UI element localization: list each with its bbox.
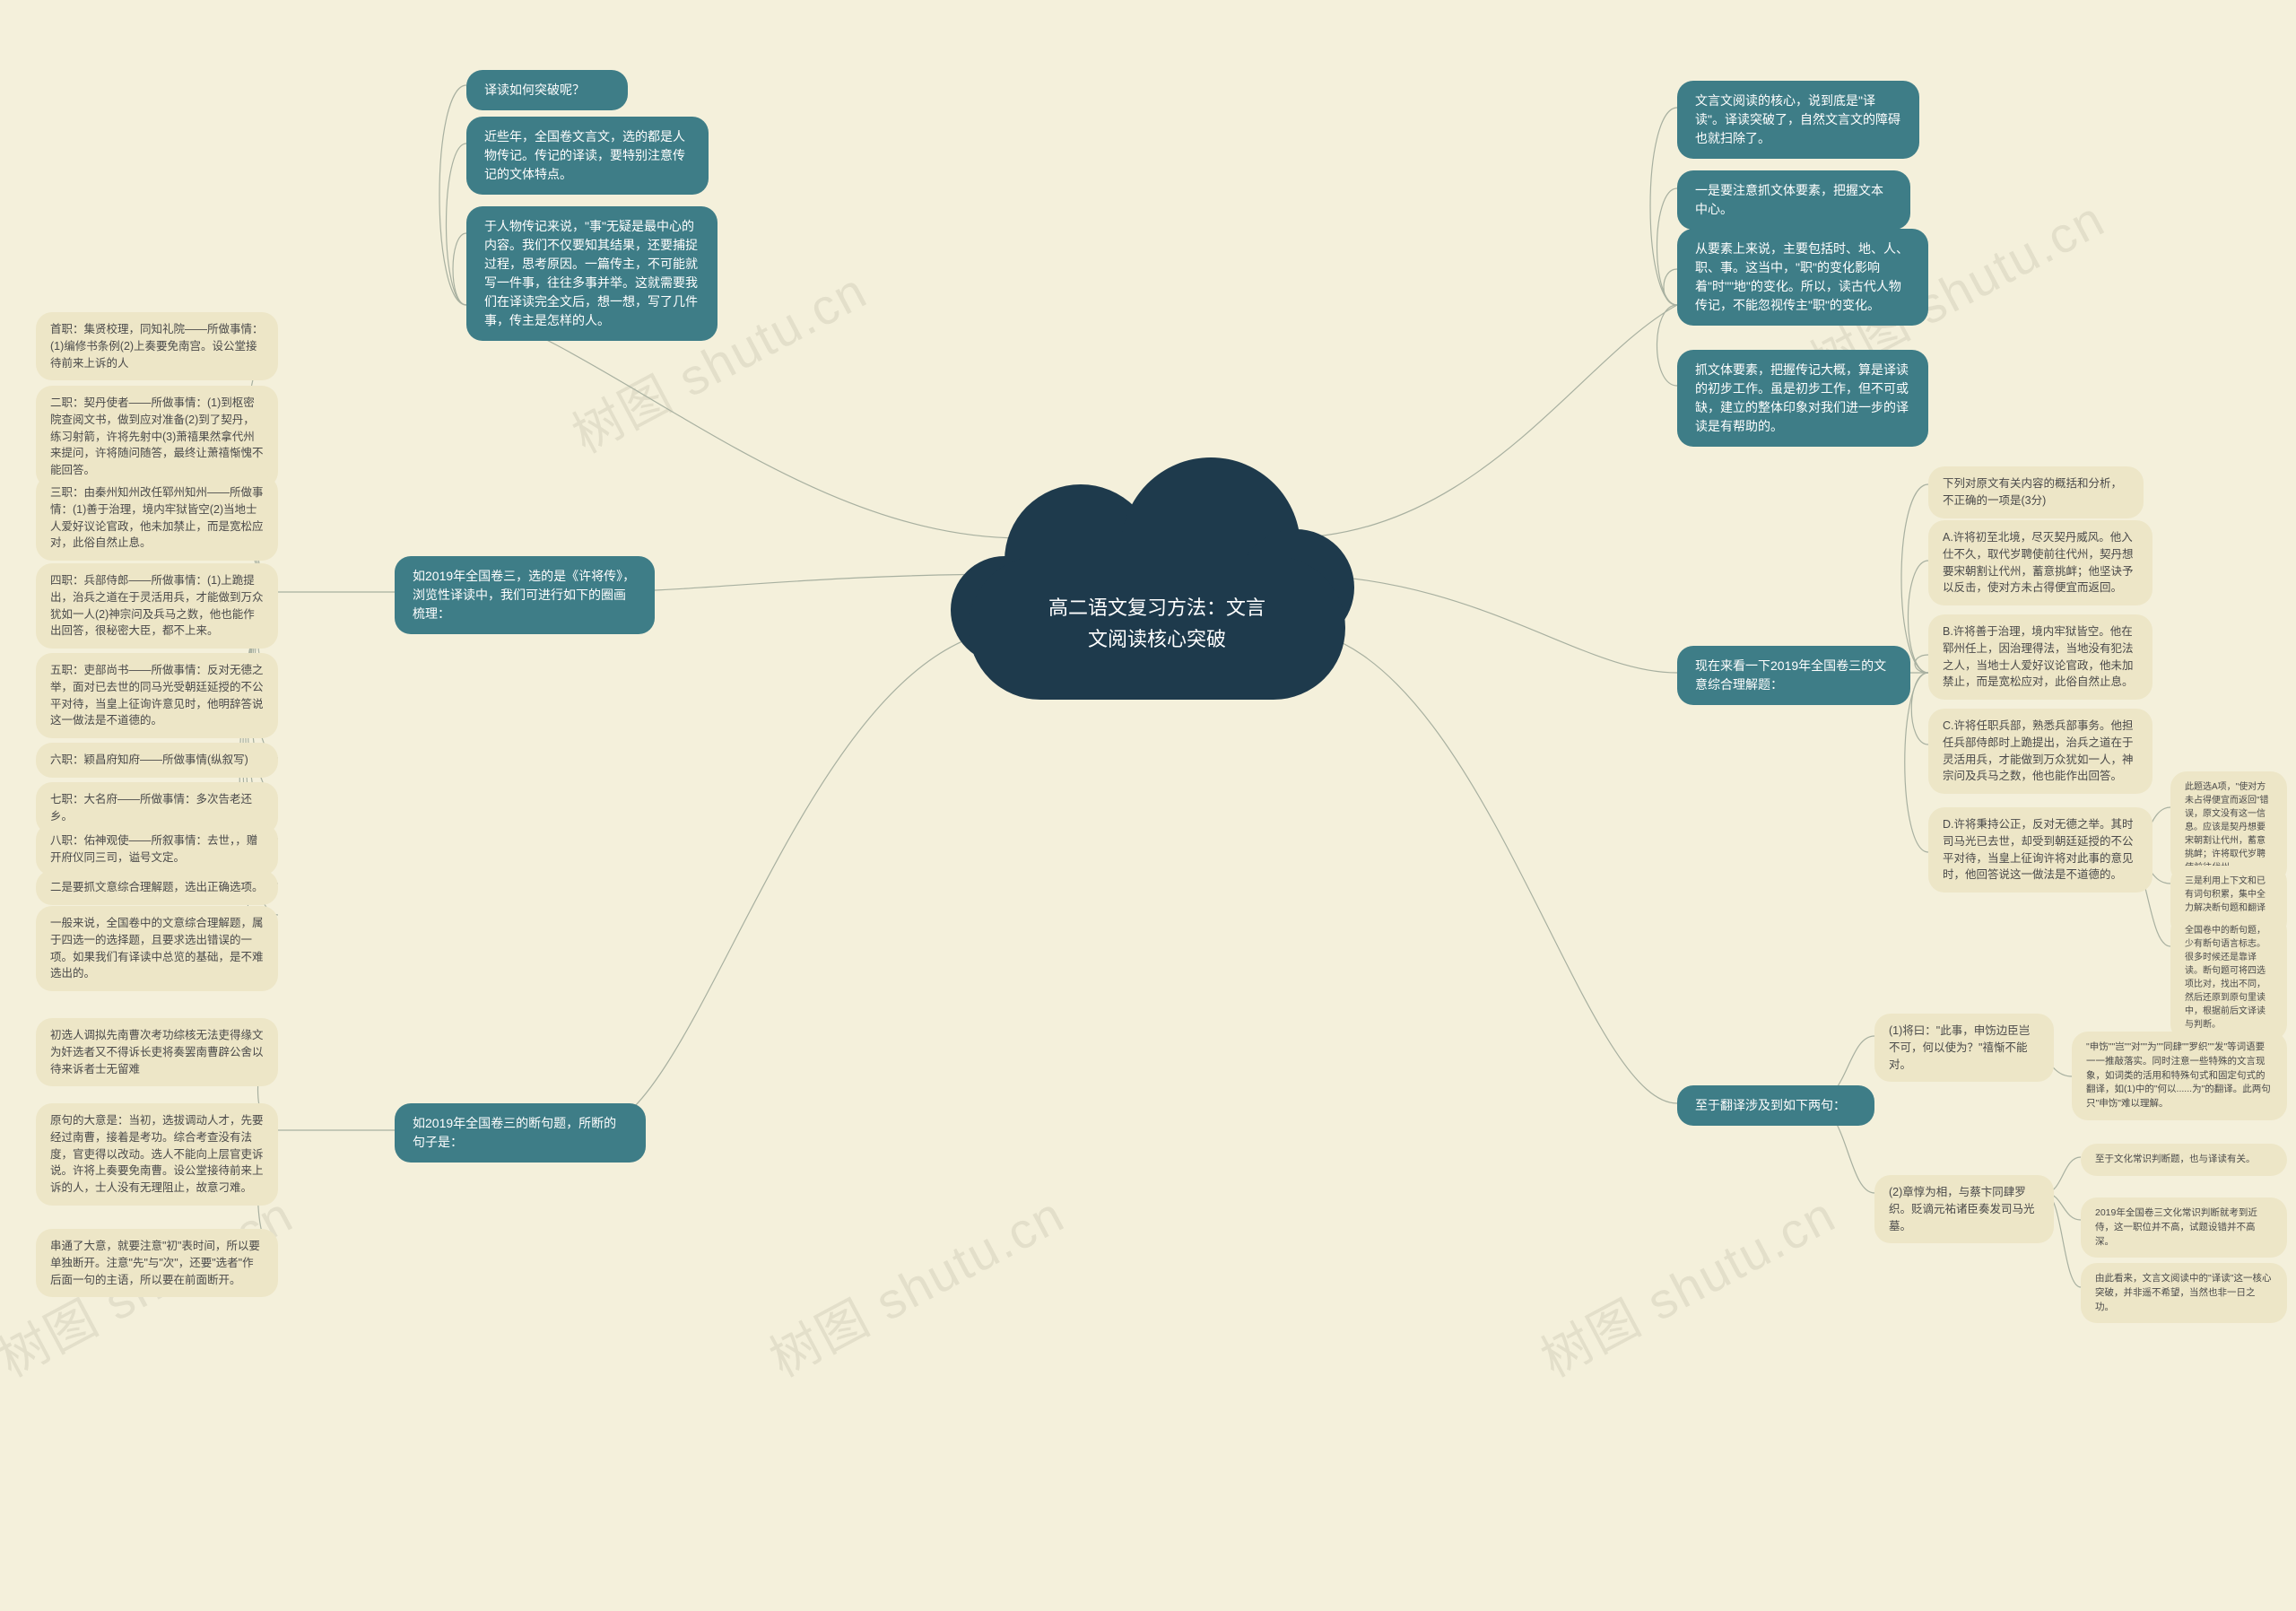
node-tr1: 文言文阅读的核心，说到底是"译读"。译读突破了，自然文言文的障碍也就扫除了。	[1677, 81, 1919, 159]
right-item-2: B.许将善于治理，境内牢狱皆空。他在郓州任上，因治理得法，当地没有犯法之人，当地…	[1928, 614, 2152, 700]
node-tl1: 译读如何突破呢？	[466, 70, 628, 110]
watermark: 树图 shutu.cn	[1526, 1175, 1847, 1391]
br-item2-child-0: 至于文化常识判断题，也与译读有关。	[2081, 1144, 2287, 1176]
br-item2-child-2: 由此看来，文言文阅读中的"译读"这一核心突破，并非遥不希望，当然也非一日之功。	[2081, 1263, 2287, 1323]
node-tl3: 于人物传记来说，"事"无疑是最中心的内容。我们不仅要知其结果，还要捕捉过程，思考…	[466, 206, 718, 341]
left-item-1: 二职：契丹使者——所做事情：(1)到枢密院查阅文书，做到应对准备(2)到了契丹，…	[36, 386, 278, 488]
left-item-2: 三职：由秦州知州改任郓州知州——所做事情：(1)善于治理，境内牢狱皆空(2)当地…	[36, 475, 278, 561]
left-item-7: 八职：佑神观使——所叙事情：去世，，赠开府仪同三司，谥号文定。	[36, 823, 278, 875]
br-item1-child-0: "申饬""岂""对""为""同肆""罗织""发"等词语要一一推敲落实。同时注意一…	[2072, 1032, 2287, 1120]
connector-lines	[0, 0, 2296, 1611]
br-item-1: (1)将曰："此事，申饬边臣岂不可，何以使为？"禧惭不能对。	[1874, 1014, 2054, 1082]
left-item-8: 二是要抓文意综合理解题，选出正确选项。	[36, 870, 278, 905]
left-item-9: 一般来说，全国卷中的文意综合理解题，属于四选一的选择题，且要求选出错误的一项。如…	[36, 906, 278, 991]
left2-item-0: 初选人调拟先南曹次考功综核无法吏得缘文为奸选者又不得诉长吏将奏罢南曹辟公舍以待来…	[36, 1018, 278, 1086]
node-tr2: 一是要注意抓文体要素，把握文本中心。	[1677, 170, 1910, 230]
right-item-0: 下列对原文有关内容的概括和分析，不正确的一项是(3分)	[1928, 466, 2144, 518]
center-node: 高二语文复习方法：文言文阅读核心突破	[942, 431, 1372, 718]
center-title: 高二语文复习方法：文言文阅读核心突破	[1040, 592, 1274, 655]
node-tl2: 近些年，全国卷文言文，选的都是人物传记。传记的译读，要特别注意传记的文体特点。	[466, 117, 709, 195]
node-tr3: 从要素上来说，主要包括时、地、人、职、事。这当中，"职"的变化影响着"时""地"…	[1677, 229, 1928, 326]
br-item-2: (2)章惇为相，与蔡卞同肆罗织。贬谪元祐诸臣奏发司马光墓。	[1874, 1175, 2054, 1243]
right-d-child-2: 全国卷中的断句题，少有断句语言标志。很多时候还是靠译读。断句题可将四选项比对，找…	[2170, 915, 2287, 1041]
br-item2-child-1: 2019年全国卷三文化常识判断就考到近侍，这一职位并不高，试题设错并不高深。	[2081, 1197, 2287, 1258]
node-bottom-right: 至于翻译涉及到如下两句：	[1677, 1085, 1874, 1126]
node-tr4: 抓文体要素，把握传记大概，算是译读的初步工作。虽是初步工作，但不可或缺，建立的整…	[1677, 350, 1928, 447]
left-item-0: 首职：集贤校理，同知礼院——所做事情：(1)编修书条例(2)上奏要免南宫。设公堂…	[36, 312, 278, 380]
left-item-4: 五职：吏部尚书——所做事情：反对无德之举，面对已去世的同马光受朝廷延授的不公平对…	[36, 653, 278, 738]
left2-item-1: 原句的大意是：当初，选拔调动人才，先要经过南曹，接着是考功。综合考查没有法度，官…	[36, 1103, 278, 1206]
right-item-1: A.许将初至北境，尽灭契丹威风。他入仕不久，取代岁聘使前往代州，契丹想要宋朝割让…	[1928, 520, 2152, 605]
watermark: 树图 shutu.cn	[755, 1175, 1075, 1391]
node-left-branch: 如2019年全国卷三，选的是《许将传》，浏览性译读中，我们可进行如下的圈画梳理：	[395, 556, 655, 634]
left-item-3: 四职：兵部侍郎——所做事情：(1)上跪提出，治兵之道在于灵活用兵，才能做到万众犹…	[36, 563, 278, 649]
right-item-3: C.许将任职兵部，熟悉兵部事务。他担任兵部侍郎时上跪提出，治兵之道在于灵活用兵，…	[1928, 709, 2152, 794]
right-item-4: D.许将秉持公正，反对无德之举。其时司马光已去世，却受到朝廷延授的不公平对待，当…	[1928, 807, 2152, 893]
node-right-branch: 现在来看一下2019年全国卷三的文意综合理解题：	[1677, 646, 1910, 705]
left-item-5: 六职：颖昌府知府——所做事情(纵叙写)	[36, 743, 278, 778]
node-left-branch2: 如2019年全国卷三的断句题，所断的句子是：	[395, 1103, 646, 1163]
left2-item-2: 串通了大意，就要注意"初"表时间，所以要单独断开。注意"先"与"次"，还要"选者…	[36, 1229, 278, 1297]
